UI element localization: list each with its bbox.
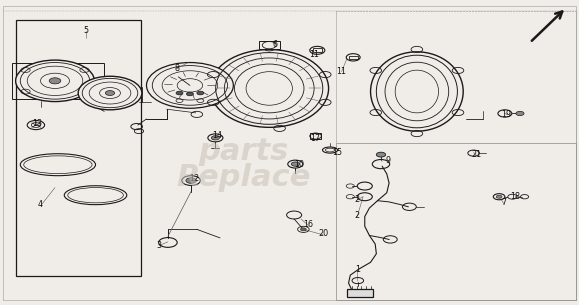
Circle shape [346, 54, 360, 61]
Bar [12, 63, 104, 99]
Bar [347, 289, 373, 297]
Text: 11: 11 [336, 67, 347, 76]
Text: 6: 6 [273, 40, 277, 49]
Bar [313, 48, 322, 52]
Text: 16: 16 [303, 220, 314, 229]
Circle shape [291, 162, 299, 166]
Circle shape [16, 60, 94, 102]
Text: 17: 17 [310, 134, 321, 143]
Text: 2: 2 [355, 195, 360, 204]
Circle shape [186, 178, 196, 183]
Circle shape [301, 228, 306, 231]
Text: 15: 15 [332, 148, 342, 157]
Ellipse shape [20, 154, 96, 176]
Text: 3: 3 [157, 241, 162, 250]
Text: 2: 2 [355, 210, 360, 220]
Circle shape [508, 194, 517, 199]
Circle shape [146, 63, 233, 108]
Text: parts
Replace: parts Replace [176, 138, 310, 192]
Circle shape [78, 76, 142, 110]
Bar [259, 41, 280, 49]
Bar [310, 133, 321, 139]
Ellipse shape [210, 49, 328, 127]
Text: 7: 7 [501, 198, 506, 207]
Circle shape [49, 78, 61, 84]
Circle shape [496, 195, 502, 198]
Circle shape [211, 136, 219, 140]
Circle shape [516, 111, 524, 116]
Circle shape [176, 91, 183, 95]
Ellipse shape [371, 52, 463, 131]
Text: 19: 19 [501, 110, 512, 119]
Text: 1: 1 [355, 265, 360, 275]
Circle shape [186, 92, 193, 96]
Circle shape [310, 46, 325, 54]
Text: 11: 11 [309, 50, 320, 59]
Text: 13: 13 [32, 119, 43, 128]
Ellipse shape [323, 147, 338, 153]
Circle shape [105, 91, 115, 95]
Text: 9: 9 [386, 156, 390, 165]
Text: 21: 21 [471, 149, 481, 159]
Circle shape [197, 91, 204, 95]
Text: 14: 14 [212, 131, 222, 140]
Bar [16, 20, 141, 276]
Text: 10: 10 [294, 160, 305, 169]
Ellipse shape [64, 186, 127, 205]
Text: 4: 4 [38, 200, 43, 209]
Text: 18: 18 [510, 192, 521, 201]
Text: 20: 20 [318, 229, 328, 238]
Circle shape [376, 152, 386, 157]
Bar [349, 56, 358, 59]
Text: 5: 5 [83, 26, 88, 35]
Text: 12: 12 [189, 174, 199, 183]
Text: 8: 8 [174, 64, 179, 73]
